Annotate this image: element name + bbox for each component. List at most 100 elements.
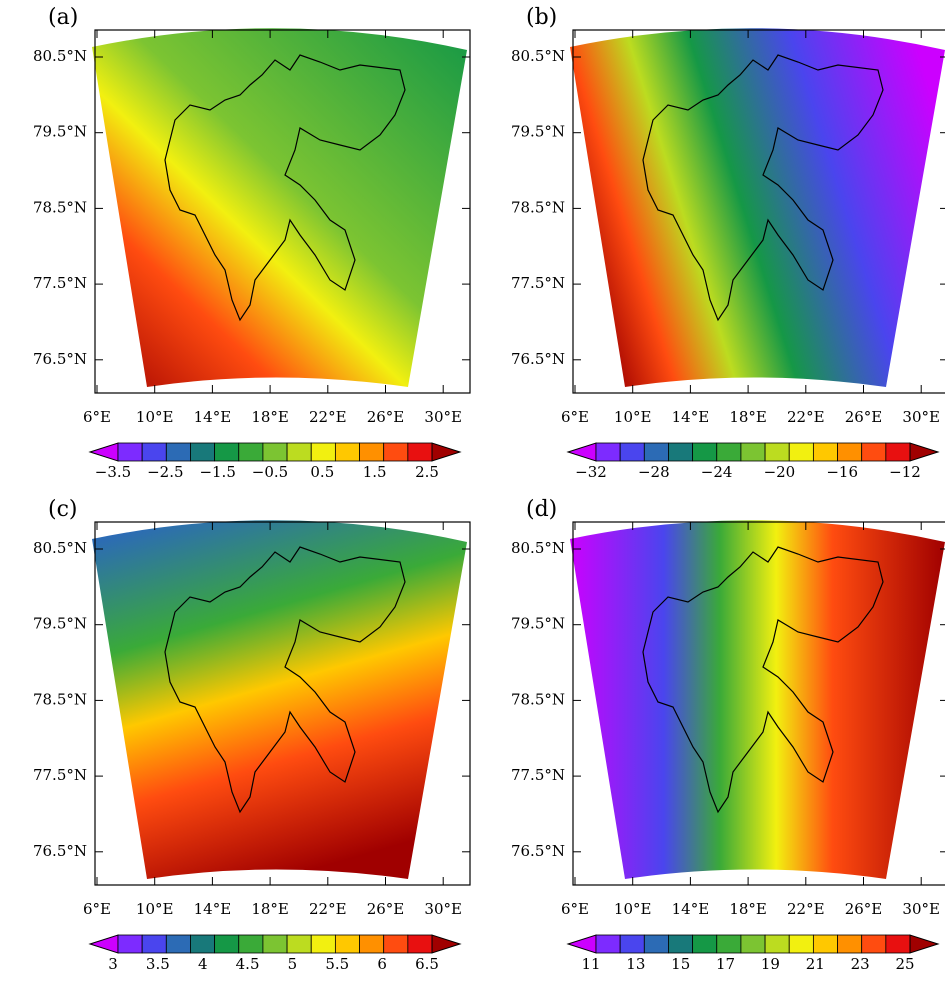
colorbar-label: 1.5 [363,463,387,481]
colorbar-box [286,442,312,462]
lon-label: 18°E [251,408,289,426]
colorbar-box [310,442,336,462]
lat-label: 79.5°N [511,615,565,633]
colorbar-label: 11 [581,955,600,973]
colorbar-box [861,442,887,462]
colorbar-box [165,934,191,954]
colorbar-label: −0.5 [252,463,288,481]
lon-label: 30°E [902,900,940,918]
colorbar-label: 25 [895,955,914,973]
lon-label: 6°E [83,900,111,918]
colorbar-label: −28 [638,463,670,481]
lon-label: 14°E [672,408,710,426]
lon-label: 18°E [251,900,289,918]
colorbar-label: −2.5 [147,463,183,481]
lon-label: 10°E [136,408,174,426]
colorbar-tri [88,934,119,954]
colorbar-label: 4.5 [236,955,260,973]
lat-label: 77.5°N [33,766,87,784]
colorbar-box [117,442,143,462]
colorbar-box [310,934,336,954]
colorbar-label: −16 [826,463,858,481]
colorbar-label: −20 [764,463,796,481]
colorbar-box [383,442,409,462]
colorbar-box [141,442,167,462]
colorbar-label: −24 [701,463,733,481]
colorbar-box [837,442,863,462]
lon-label: 6°E [83,408,111,426]
colorbar-box [262,442,288,462]
colorbar-box [238,934,264,954]
colorbar-label: 2.5 [415,463,439,481]
colorbar-box [764,442,790,462]
lon-label: 14°E [672,900,710,918]
colorbar-box [165,442,191,462]
panel-label: (b) [526,5,557,30]
colorbar-box [595,934,621,954]
map-panel: (a) 80.5°N 79.5°N 78.5°N 77.5°N 76.5°N 6°E 10°E… [33,5,471,481]
colorbar-box [668,442,694,462]
lon-label: 26°E [367,900,405,918]
colorbar-box [643,934,669,954]
colorbar-label: −32 [575,463,607,481]
map-field [92,520,467,879]
lat-label: 78.5°N [33,198,87,216]
lon-label: 22°E [787,900,825,918]
colorbar-box [788,934,814,954]
colorbar-label: 17 [716,955,735,973]
lon-label: 18°E [729,900,767,918]
map-frame [94,521,471,886]
coastline [642,54,884,322]
colorbar-box [190,934,216,954]
colorbar-box [861,934,887,954]
colorbar-box [619,442,645,462]
coastline [642,546,884,814]
coastline [164,54,406,322]
colorbar-tri [909,934,940,954]
lon-label: 22°E [787,408,825,426]
colorbar-tri [88,442,119,462]
lon-label: 10°E [136,900,174,918]
colorbar-box [359,934,385,954]
lat-label: 78.5°N [511,690,565,708]
lon-label: 30°E [424,408,462,426]
colorbar-label: −12 [889,463,921,481]
lat-label: 77.5°N [33,274,87,292]
map-panel: (b) 80.5°N 79.5°N 78.5°N 77.5°N 76.5°N 6°E 10°E… [511,5,945,481]
colorbar-label: 3.5 [146,955,170,973]
colorbar-box [812,442,838,462]
map-field [570,28,945,387]
colorbar-box [668,934,694,954]
lat-label: 79.5°N [33,123,87,141]
map-panel: (d) 80.5°N 79.5°N 78.5°N 77.5°N 76.5°N 6°E 10°E… [511,497,945,973]
colorbar-box [407,442,433,462]
colorbar-box [716,442,742,462]
colorbar-label: 19 [761,955,780,973]
lon-label: 30°E [902,408,940,426]
lat-label: 80.5°N [33,539,87,557]
map-panel: (c) 80.5°N 79.5°N 78.5°N 77.5°N 76.5°N 6°E 10°E… [33,497,471,973]
colorbar-box [740,442,766,462]
colorbar-box [885,442,911,462]
colorbar-label: 23 [851,955,870,973]
colorbar-label: 6.5 [415,955,439,973]
colorbar-box [214,934,240,954]
colorbar-box [286,934,312,954]
colorbar-box [595,442,621,462]
lon-label: 26°E [367,408,405,426]
lon-label: 22°E [309,408,347,426]
colorbar-box [383,934,409,954]
map-frame [572,29,945,394]
lat-label: 78.5°N [511,198,565,216]
colorbar-box [238,442,264,462]
lon-label: 10°E [614,408,652,426]
lat-label: 77.5°N [511,274,565,292]
colorbar-label: 13 [626,955,645,973]
lat-label: 76.5°N [33,842,87,860]
colorbar-box [643,442,669,462]
map-field [92,28,467,387]
lat-label: 79.5°N [511,123,565,141]
lon-label: 6°E [561,408,589,426]
lat-label: 76.5°N [511,350,565,368]
colorbar-box [334,442,360,462]
